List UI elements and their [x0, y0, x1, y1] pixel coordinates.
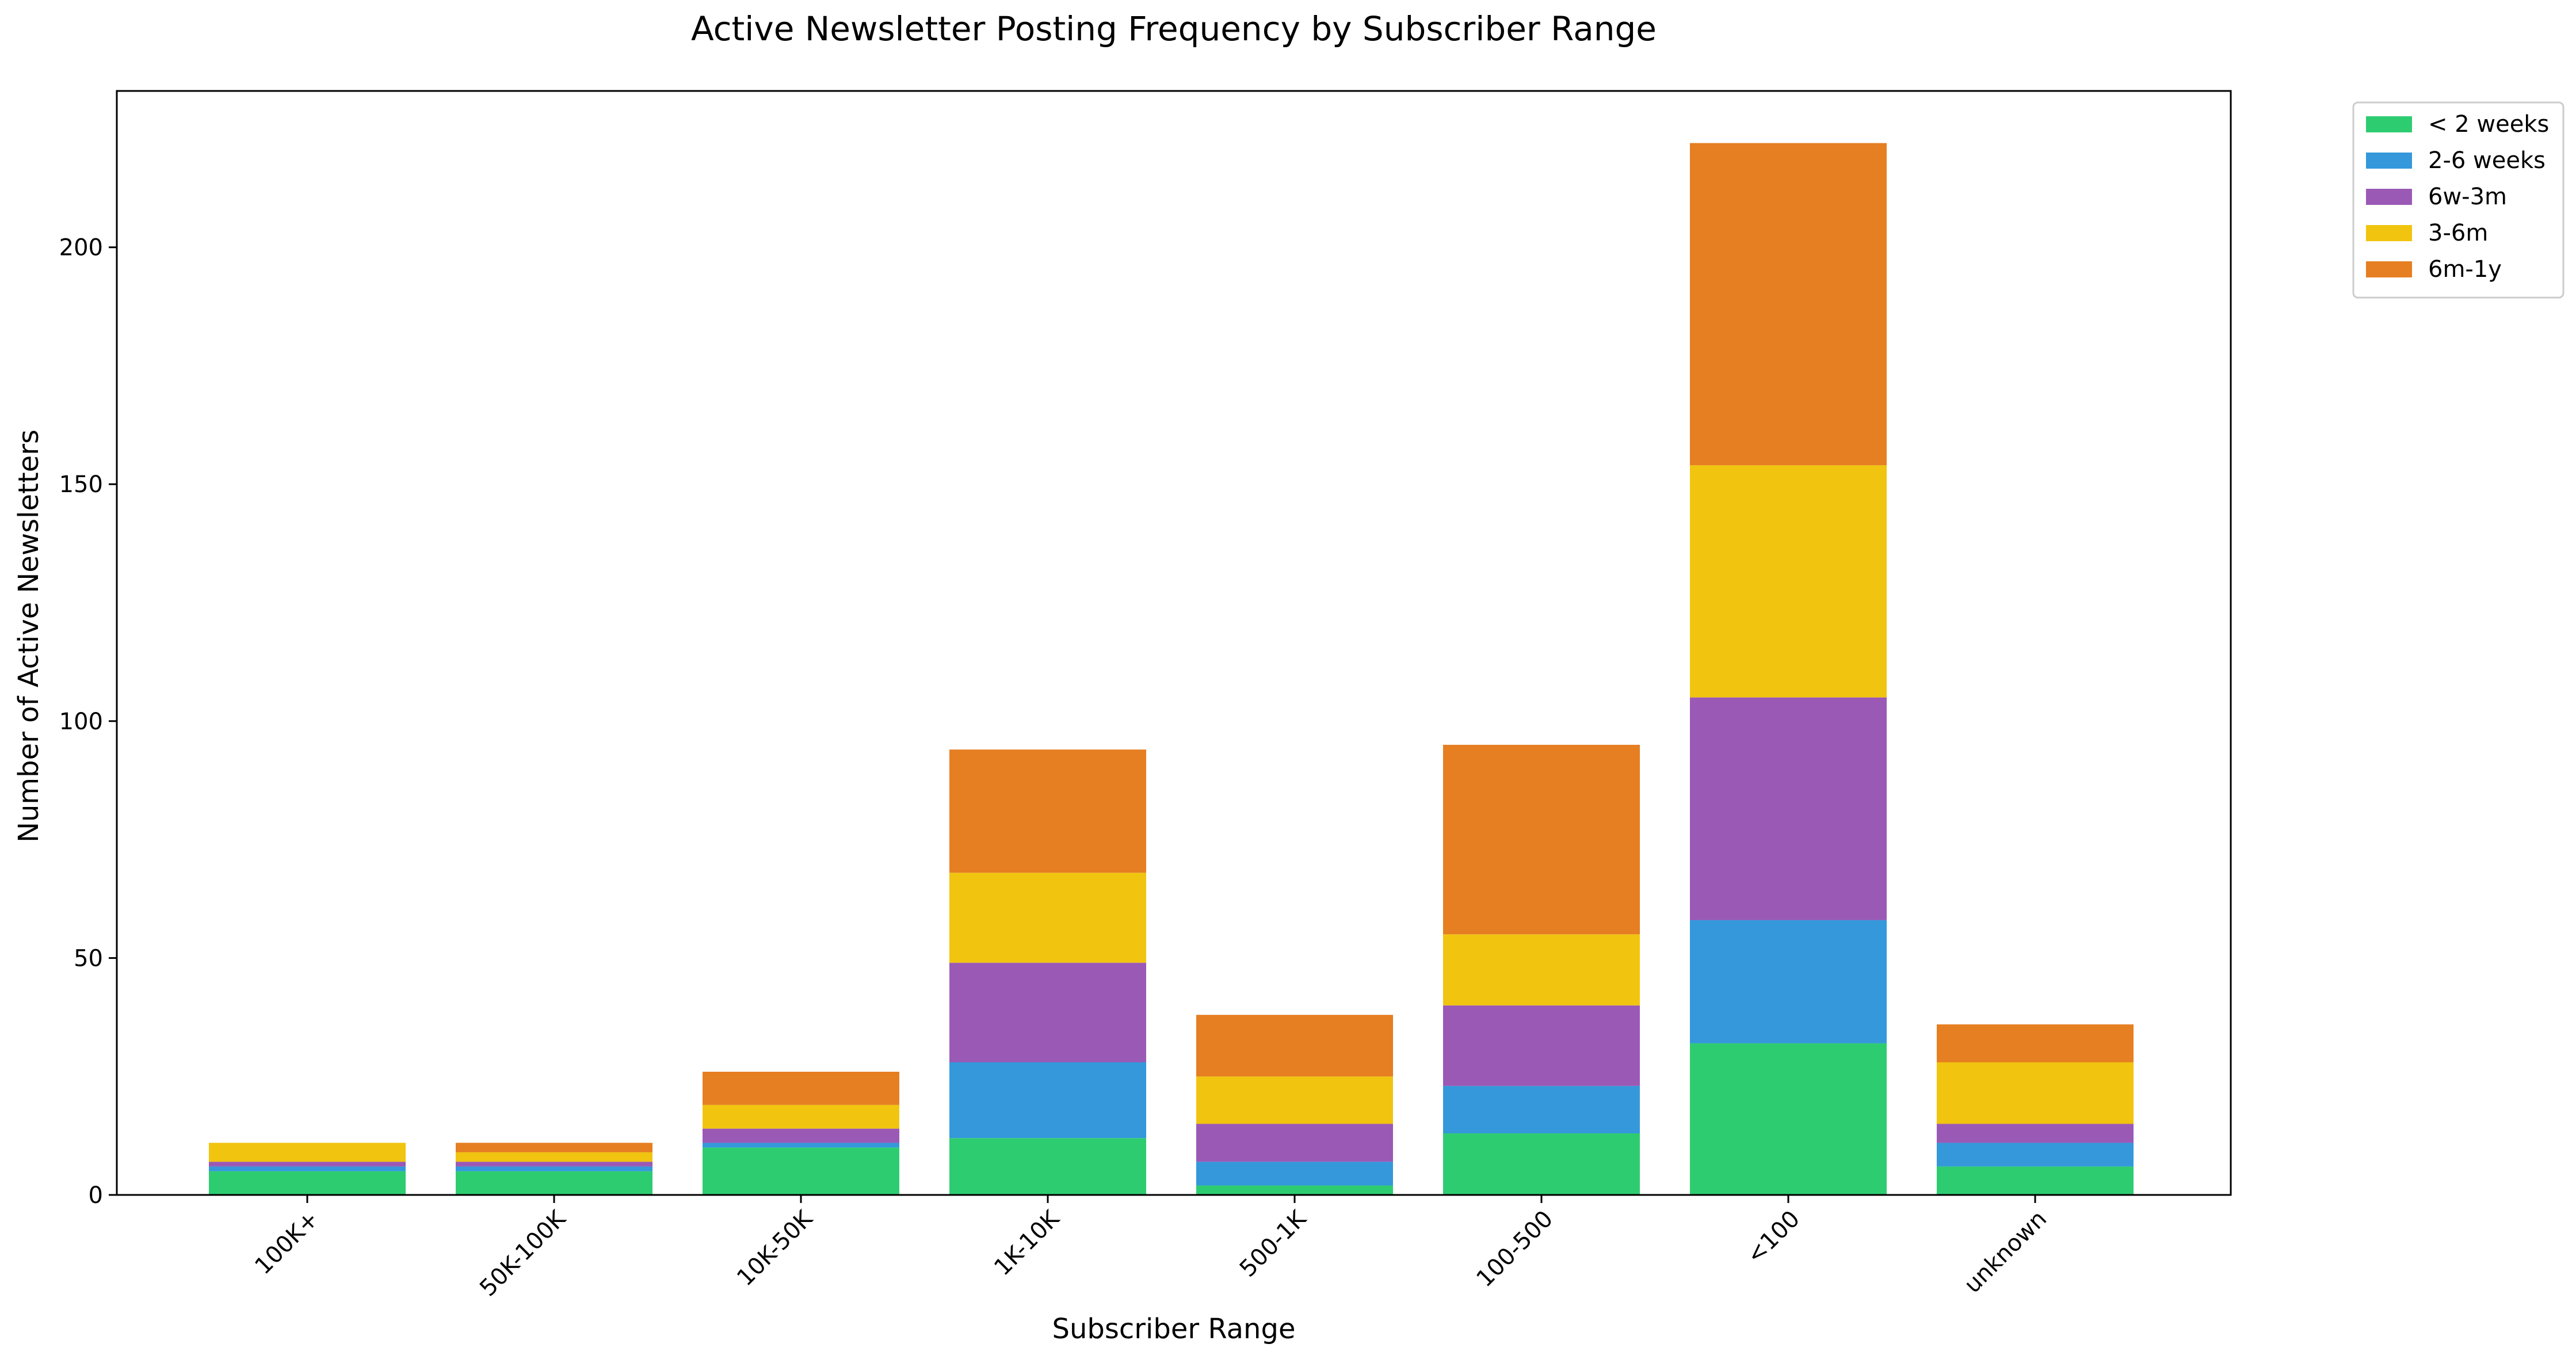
- bar-3-series-1: [949, 1062, 1146, 1139]
- bar-2-series-4: [703, 1071, 899, 1105]
- bar-6-series-4: [1690, 143, 1887, 466]
- x-tick-label-5: 100-500: [1471, 1206, 1558, 1293]
- legend-label-1: 2-6 weeks: [2428, 147, 2546, 174]
- bar-5-series-2: [1443, 1005, 1640, 1086]
- bar-4-series-3: [1196, 1076, 1393, 1124]
- legend-swatch-0: [2366, 116, 2412, 132]
- x-tick-label-2: 10K-50K: [732, 1205, 818, 1291]
- bar-4-series-2: [1196, 1124, 1393, 1162]
- legend-box: [2352, 101, 2564, 299]
- bar-6-series-3: [1690, 465, 1887, 698]
- x-tick-label-6: <100: [1742, 1206, 1805, 1269]
- y-tick-label-2: 100: [59, 709, 103, 735]
- x-tick-label-4: 500-1K: [1235, 1205, 1312, 1282]
- x-tick-label-7: unknown: [1959, 1206, 2052, 1299]
- bar-7-series-4: [1937, 1024, 2134, 1063]
- bar-4-series-4: [1196, 1015, 1393, 1077]
- bar-1-series-1: [456, 1166, 652, 1171]
- bar-7-series-0: [1937, 1166, 2134, 1195]
- bar-1-series-4: [456, 1143, 652, 1152]
- plot-frame: [116, 90, 2232, 1196]
- chart-title: Active Newsletter Posting Frequency by S…: [691, 9, 1657, 48]
- bar-6-series-1: [1690, 920, 1887, 1044]
- x-axis-label: Subscriber Range: [1052, 1313, 1296, 1345]
- bar-5-series-0: [1443, 1133, 1640, 1195]
- bar-5-series-1: [1443, 1086, 1640, 1133]
- y-tick-label-1: 50: [74, 945, 103, 972]
- bar-7-series-3: [1937, 1062, 2134, 1124]
- y-axis: 0 50 100 150 200: [59, 235, 117, 1209]
- x-tick-label-3: 1K-10K: [989, 1205, 1065, 1281]
- y-tick-label-4: 200: [59, 235, 103, 261]
- legend-label-0: < 2 weeks: [2428, 111, 2549, 138]
- bar-2-series-1: [703, 1143, 899, 1148]
- bar-1-series-0: [456, 1171, 652, 1195]
- bar-4-series-0: [1196, 1185, 1393, 1195]
- legend-swatch-1: [2366, 153, 2412, 169]
- x-axis: 100K+ 50K-100K 10K-50K 1K-10K 500-1K 100-500 <…: [250, 1195, 2052, 1301]
- legend-label-3: 3-6m: [2428, 220, 2488, 246]
- legend-swatch-3: [2366, 225, 2412, 241]
- legend-swatch-2: [2366, 189, 2412, 205]
- bar-7-series-1: [1937, 1143, 2134, 1167]
- bar-3-series-3: [949, 873, 1146, 963]
- y-tick-label-3: 150: [59, 471, 103, 498]
- bar-6-series-0: [1690, 1043, 1887, 1195]
- bar-0-series-2: [209, 1162, 406, 1167]
- y-tick-label-0: 0: [89, 1182, 103, 1209]
- legend-label-2: 6w-3m: [2428, 184, 2507, 210]
- bar-2-series-2: [703, 1128, 899, 1143]
- bars: [209, 143, 2134, 1195]
- bar-1-series-2: [456, 1162, 652, 1167]
- bar-5-series-4: [1443, 744, 1640, 935]
- bar-5-series-3: [1443, 934, 1640, 1006]
- bar-2-series-0: [703, 1147, 899, 1195]
- bar-1-series-3: [456, 1152, 652, 1162]
- bar-4-series-1: [1196, 1162, 1393, 1186]
- y-axis-label: Number of Active Newsletters: [13, 429, 45, 843]
- x-tick-label-0: 100K+: [250, 1206, 324, 1280]
- bar-6-series-2: [1690, 697, 1887, 920]
- legend-swatch-4: [2366, 261, 2412, 277]
- legend: < 2 weeks 2-6 weeks 6w-3m 3-6m 6m-1y: [2352, 101, 2564, 299]
- bar-0-series-0: [209, 1171, 406, 1195]
- bar-7-series-2: [1937, 1124, 2134, 1143]
- bar-3-series-2: [949, 962, 1146, 1063]
- legend-label-4: 6m-1y: [2428, 256, 2502, 283]
- x-tick-label-1: 50K-100K: [475, 1205, 571, 1301]
- bar-3-series-4: [949, 749, 1146, 873]
- bar-0-series-1: [209, 1166, 406, 1171]
- bar-2-series-3: [703, 1105, 899, 1129]
- bar-0-series-3: [209, 1143, 406, 1162]
- bar-3-series-0: [949, 1138, 1146, 1195]
